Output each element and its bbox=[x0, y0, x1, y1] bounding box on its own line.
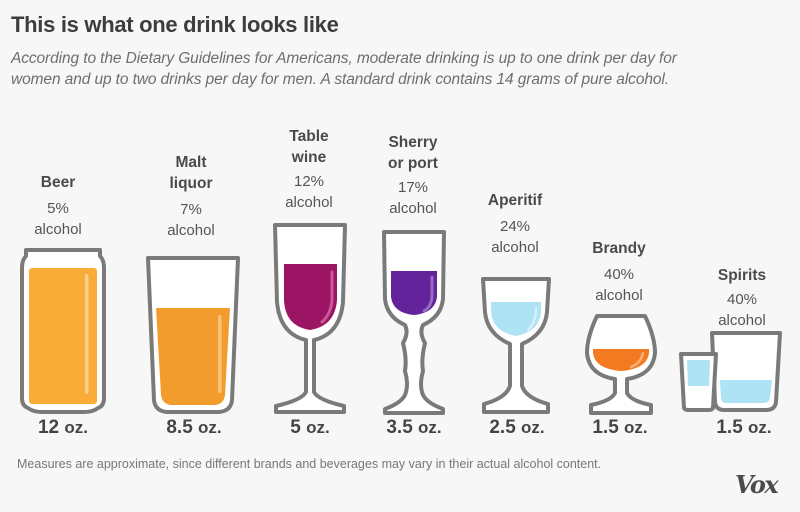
drink-name: Table bbox=[289, 128, 329, 145]
drink-name-line-2: wine bbox=[291, 149, 327, 166]
subtitle: According to the Dietary Guidelines for … bbox=[11, 48, 791, 90]
drink-name-line-2: liquor bbox=[169, 175, 213, 192]
size-value: 5 bbox=[290, 417, 301, 438]
size-unit: oz. bbox=[418, 418, 442, 437]
pint-glass-icon bbox=[146, 256, 240, 414]
size-unit: oz. bbox=[64, 418, 89, 437]
size-value: 12 bbox=[37, 417, 60, 438]
size-unit: oz. bbox=[521, 418, 545, 437]
size-unit: oz. bbox=[624, 418, 648, 437]
drink-size-aperitif: 2.5 oz. bbox=[457, 417, 577, 439]
size-value: 8.5 bbox=[166, 417, 193, 438]
drink-abv-suffix: alcohol bbox=[285, 194, 333, 211]
drink-name: Malt bbox=[175, 154, 207, 171]
can-icon bbox=[20, 248, 106, 414]
size-value: 1.5 bbox=[592, 417, 619, 438]
drink-label-malt-liquor: Malt liquor 7% alcohol bbox=[136, 152, 246, 241]
drink-size-brandy: 1.5 oz. bbox=[560, 417, 680, 439]
drink-abv-suffix: alcohol bbox=[389, 200, 437, 217]
size-value: 2.5 bbox=[489, 417, 516, 438]
shot-and-rocks-glass-icon bbox=[679, 331, 782, 412]
drink-abv-suffix: alcohol bbox=[167, 222, 215, 239]
drink-abv-suffix: alcohol bbox=[34, 221, 82, 238]
size-unit: oz. bbox=[748, 418, 772, 437]
drink-abv: 40% bbox=[726, 291, 758, 308]
size-value: 1.5 bbox=[716, 417, 743, 438]
aperitif-glass-icon bbox=[481, 277, 551, 414]
drink-name-line-2: or port bbox=[388, 155, 438, 172]
drink-abv-suffix: alcohol bbox=[595, 287, 643, 304]
drink-name: Aperitif bbox=[487, 192, 543, 209]
drink-label-aperitif: Aperitif 24% alcohol bbox=[460, 190, 570, 258]
drink-label-spirits: Spirits 40% alcohol bbox=[687, 265, 797, 331]
size-unit: oz. bbox=[198, 418, 222, 437]
drink-label-sherry-or-port: Sherry or port 17% alcohol bbox=[358, 132, 468, 219]
drink-abv: 17% bbox=[397, 179, 429, 196]
drink-label-table-wine: Table wine 12% alcohol bbox=[254, 126, 364, 213]
drink-abv: 5% bbox=[47, 200, 69, 217]
vox-logo: Vox bbox=[735, 470, 779, 499]
drink-name: Beer bbox=[40, 174, 76, 191]
drink-label-brandy: Brandy 40% alcohol bbox=[564, 238, 674, 306]
drink-name: Sherry bbox=[388, 134, 438, 151]
sherry-glass-icon bbox=[382, 230, 446, 415]
drink-name: Brandy bbox=[592, 240, 646, 257]
size-value: 3.5 bbox=[386, 417, 413, 438]
drink-size-beer: 12 oz. bbox=[3, 417, 123, 439]
footnote: Measures are approximate, since differen… bbox=[17, 457, 602, 471]
drink-size-malt-liquor: 8.5 oz. bbox=[134, 417, 254, 439]
drink-abv: 7% bbox=[180, 201, 202, 218]
drink-abv-suffix: alcohol bbox=[718, 312, 766, 329]
drink-size-spirits: 1.5 oz. bbox=[684, 417, 800, 439]
drink-abv-suffix: alcohol bbox=[491, 239, 539, 256]
drink-size-table-wine: 5 oz. bbox=[250, 417, 370, 439]
drink-label-beer: Beer 5% alcohol bbox=[3, 172, 113, 240]
subtitle-line-2: women and up to two drinks per day for m… bbox=[11, 71, 669, 88]
drink-abv: 24% bbox=[499, 218, 531, 235]
drink-size-sherry-or-port: 3.5 oz. bbox=[354, 417, 474, 439]
subtitle-line-1: According to the Dietary Guidelines for … bbox=[11, 50, 677, 67]
drink-name: Spirits bbox=[717, 267, 767, 284]
snifter-icon bbox=[585, 314, 657, 415]
page-title: This is what one drink looks like bbox=[11, 12, 339, 37]
wine-glass-icon bbox=[273, 223, 347, 414]
drink-abv: 12% bbox=[293, 173, 325, 190]
size-unit: oz. bbox=[306, 418, 330, 437]
drink-abv: 40% bbox=[603, 266, 635, 283]
